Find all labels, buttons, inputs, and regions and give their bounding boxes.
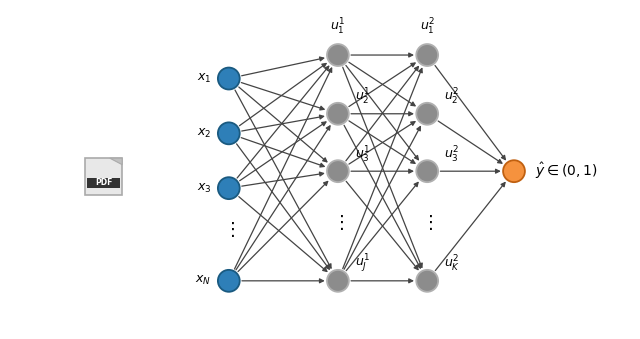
Text: $x_N$: $x_N$	[195, 274, 211, 287]
Text: $x_3$: $x_3$	[197, 182, 211, 195]
Text: $\vdots$: $\vdots$	[421, 213, 433, 232]
Text: $u_1^2$: $u_1^2$	[420, 17, 435, 37]
FancyBboxPatch shape	[85, 158, 122, 195]
Ellipse shape	[327, 44, 349, 66]
Text: $u_2^1$: $u_2^1$	[355, 87, 370, 107]
Ellipse shape	[218, 122, 240, 144]
Ellipse shape	[503, 160, 525, 182]
Text: $\hat{y} \in (0, 1)$: $\hat{y} \in (0, 1)$	[535, 161, 597, 181]
Text: $u_K^2$: $u_K^2$	[444, 254, 460, 274]
FancyBboxPatch shape	[88, 178, 120, 188]
Ellipse shape	[416, 160, 438, 182]
Ellipse shape	[327, 160, 349, 182]
Ellipse shape	[218, 270, 240, 292]
Ellipse shape	[416, 44, 438, 66]
Ellipse shape	[416, 103, 438, 125]
Text: $u_3^2$: $u_3^2$	[444, 144, 459, 165]
Text: PDF: PDF	[95, 178, 113, 187]
Ellipse shape	[327, 103, 349, 125]
Text: $x_2$: $x_2$	[197, 127, 211, 140]
Ellipse shape	[218, 177, 240, 199]
Ellipse shape	[218, 67, 240, 89]
Text: $\vdots$: $\vdots$	[332, 213, 344, 232]
Text: $u_2^2$: $u_2^2$	[444, 87, 459, 107]
Text: $u_3^1$: $u_3^1$	[355, 144, 370, 165]
Text: $x_1$: $x_1$	[197, 72, 211, 85]
Text: $u_1^1$: $u_1^1$	[330, 17, 346, 37]
Ellipse shape	[416, 270, 438, 292]
Text: $u_J^1$: $u_J^1$	[355, 252, 370, 274]
Text: $\vdots$: $\vdots$	[223, 220, 235, 239]
Polygon shape	[110, 158, 122, 165]
Ellipse shape	[327, 270, 349, 292]
